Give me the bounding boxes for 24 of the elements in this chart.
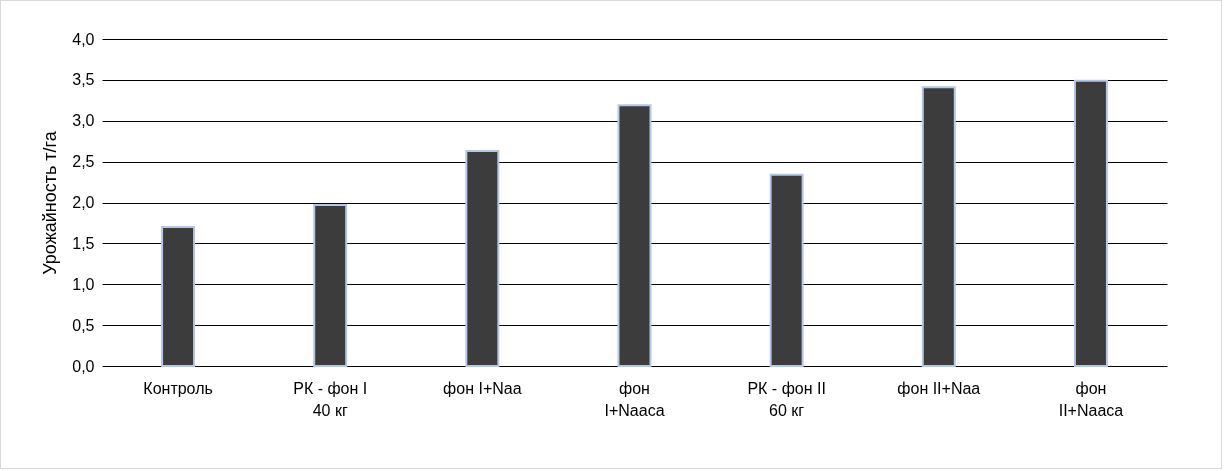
y-tick-label: 0,0	[72, 357, 95, 375]
y-tick-label: 1,0	[72, 275, 95, 293]
bar	[617, 104, 652, 367]
x-tick-label: Контроль	[143, 379, 213, 397]
y-tick-label: 2,0	[72, 194, 95, 211]
x-tick-label: РК - фон I 40 кг	[293, 379, 368, 419]
y-tick-label: 3,0	[72, 112, 95, 130]
y-tick-label: 4,0	[72, 30, 95, 48]
bar	[161, 226, 196, 367]
bar	[921, 86, 956, 367]
bar	[313, 203, 348, 367]
y-tick-label: 2,5	[72, 153, 95, 171]
x-tick-label: РК - фон II 60 кг	[747, 379, 826, 419]
x-tick-label: фон I+Naaca	[604, 379, 665, 419]
x-tick-label: фон II+Naa	[897, 379, 981, 397]
bar	[1073, 79, 1108, 367]
y-tick-label: 0,5	[72, 316, 95, 334]
x-tick-label: фон II+Naaca	[1058, 379, 1124, 419]
bar	[465, 150, 500, 367]
y-tick-label: 1,5	[72, 234, 95, 252]
x-tick-label: фон I+Naa	[443, 379, 522, 397]
bar	[769, 173, 804, 367]
y-axis-title: Урожайность т/га	[40, 130, 61, 275]
y-tick-label: 3,5	[72, 71, 95, 89]
